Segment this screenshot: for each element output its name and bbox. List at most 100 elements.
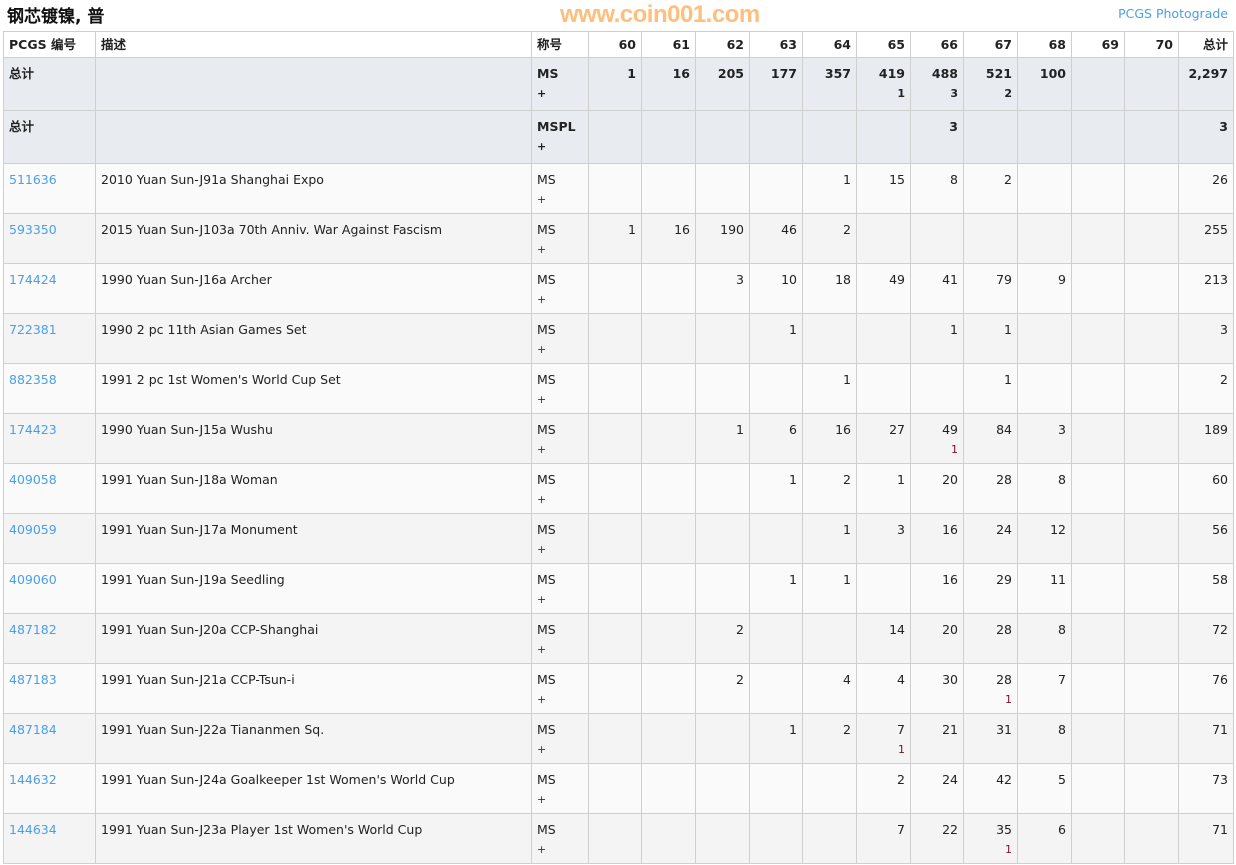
grade-count-cell: 11 xyxy=(1017,563,1072,614)
pcgs-number-link[interactable]: 487182 xyxy=(9,622,57,637)
grade-count-cell xyxy=(802,110,857,164)
table-row: 882358 1991 2 pc 1st Women's World Cup Se… xyxy=(3,363,1234,414)
grade-count-cell xyxy=(641,110,696,164)
grade-count-cell xyxy=(749,763,803,814)
plus-grade-count: 1 xyxy=(951,443,958,456)
designation: MS xyxy=(537,472,556,487)
grade-count-cell xyxy=(1017,110,1072,164)
grade-count-cell xyxy=(641,363,696,414)
grade-count-cell xyxy=(695,463,750,514)
grade-count-cell: 41 xyxy=(910,263,964,314)
grade-count: 12 xyxy=(1050,522,1066,537)
row-total-cell: 60 xyxy=(1178,463,1234,514)
grade-count-cell xyxy=(695,110,750,164)
grade-count-cell xyxy=(1071,813,1125,864)
grade-count-cell xyxy=(1124,513,1179,564)
pcgs-number-cell: 409060 xyxy=(3,563,96,614)
grade-count-cell: 21 xyxy=(910,713,964,764)
pcgs-number-link[interactable]: 409058 xyxy=(9,472,57,487)
grade-count-cell: 22 xyxy=(910,813,964,864)
grade-count-cell: 357 xyxy=(802,57,857,111)
grade-count: 419 xyxy=(878,66,905,81)
pcgs-number-cell: 722381 xyxy=(3,313,96,364)
grade-count-cell xyxy=(749,663,803,714)
designation-cell: MS + xyxy=(531,663,589,714)
grade-count-cell xyxy=(1124,363,1179,414)
pcgs-number-link[interactable]: 722381 xyxy=(9,322,57,337)
grade-count: 3 xyxy=(736,272,744,287)
pcgs-photograde-link[interactable]: PCGS Photograde xyxy=(1118,6,1228,21)
grade-count-cell: 29 xyxy=(963,563,1018,614)
grade-count: 20 xyxy=(942,472,958,487)
grade-count: 28 xyxy=(996,672,1012,687)
grade-count: 6 xyxy=(789,422,797,437)
row-total: 56 xyxy=(1212,522,1228,537)
designation: MS xyxy=(537,672,556,687)
column-header: 63 xyxy=(749,31,803,58)
plus-grade-count: 1 xyxy=(898,743,905,756)
pcgs-number-link[interactable]: 409060 xyxy=(9,572,57,587)
table-row: 409058 1991 Yuan Sun-J18a Woman MS +1 2 1 20 28… xyxy=(3,463,1234,514)
designation-cell: MS + xyxy=(531,213,589,264)
grade-count: 1 xyxy=(789,722,797,737)
designation: MS xyxy=(537,822,556,837)
row-total: 2,297 xyxy=(1188,66,1228,81)
pcgs-number-link[interactable]: 409059 xyxy=(9,522,57,537)
plus-grade-count: 1 xyxy=(1005,693,1012,706)
grade-count: 7 xyxy=(897,722,905,737)
grade-count-cell xyxy=(749,513,803,564)
grade-count-cell: 42 xyxy=(963,763,1018,814)
grade-count-cell: 16 xyxy=(910,563,964,614)
plus-grade-count: 2 xyxy=(1004,87,1012,100)
pcgs-number-link[interactable]: 144634 xyxy=(9,822,57,837)
pcgs-number-cell: 487183 xyxy=(3,663,96,714)
pcgs-number-cell: 511636 xyxy=(3,163,96,214)
pcgs-number-cell: 593350 xyxy=(3,213,96,264)
row-total: 255 xyxy=(1204,222,1228,237)
grade-count: 41 xyxy=(942,272,958,287)
pcgs-number-link[interactable]: 487183 xyxy=(9,672,57,687)
grade-count: 1 xyxy=(843,522,851,537)
grade-count-cell: 46 xyxy=(749,213,803,264)
grade-count-cell: 28 xyxy=(963,463,1018,514)
totals-label: 总计 xyxy=(3,110,96,164)
grade-count: 2 xyxy=(736,622,744,637)
row-total-cell: 3 xyxy=(1178,313,1234,364)
designation: MS xyxy=(537,772,556,787)
grade-count: 8 xyxy=(1058,622,1066,637)
pcgs-number-link[interactable]: 487184 xyxy=(9,722,57,737)
grade-count-cell: 521 2 xyxy=(963,57,1018,111)
grade-count-cell: 79 xyxy=(963,263,1018,314)
grade-count-cell xyxy=(802,813,857,864)
table-row: 487183 1991 Yuan Sun-J21a CCP-Tsun-i MS +2 4… xyxy=(3,663,1234,714)
pcgs-number-link[interactable]: 144632 xyxy=(9,772,57,787)
row-total: 58 xyxy=(1212,572,1228,587)
plus-grade-count: 3 xyxy=(950,87,958,100)
pcgs-number-link[interactable]: 511636 xyxy=(9,172,57,187)
grade-count: 24 xyxy=(942,772,958,787)
grade-count-cell xyxy=(641,663,696,714)
pcgs-number-link[interactable]: 174423 xyxy=(9,422,57,437)
table-row: 174423 1990 Yuan Sun-J15a Wushu MS +1 6 16 27 4… xyxy=(3,413,1234,464)
grade-count-cell xyxy=(588,363,642,414)
grade-count: 22 xyxy=(942,822,958,837)
grade-count-cell: 1 xyxy=(802,163,857,214)
grade-count: 1 xyxy=(789,472,797,487)
grade-count-cell xyxy=(1071,613,1125,664)
grade-count: 8 xyxy=(1058,722,1066,737)
grade-count-cell xyxy=(749,813,803,864)
plus-label: + xyxy=(537,493,547,506)
grade-count-cell xyxy=(749,110,803,164)
grade-count-cell: 7 xyxy=(856,813,911,864)
grade-count: 16 xyxy=(672,66,690,81)
grade-count: 2 xyxy=(1004,172,1012,187)
grade-count-cell xyxy=(1071,763,1125,814)
pcgs-number-link[interactable]: 593350 xyxy=(9,222,57,237)
pcgs-number-link[interactable]: 174424 xyxy=(9,272,57,287)
pcgs-number-link[interactable]: 882358 xyxy=(9,372,57,387)
grade-count: 1 xyxy=(950,322,958,337)
designation-cell: MS + xyxy=(531,163,589,214)
grade-count: 7 xyxy=(897,822,905,837)
grade-count-cell xyxy=(1071,713,1125,764)
table-row: 174424 1990 Yuan Sun-J16a Archer MS +3 10 18 4… xyxy=(3,263,1234,314)
